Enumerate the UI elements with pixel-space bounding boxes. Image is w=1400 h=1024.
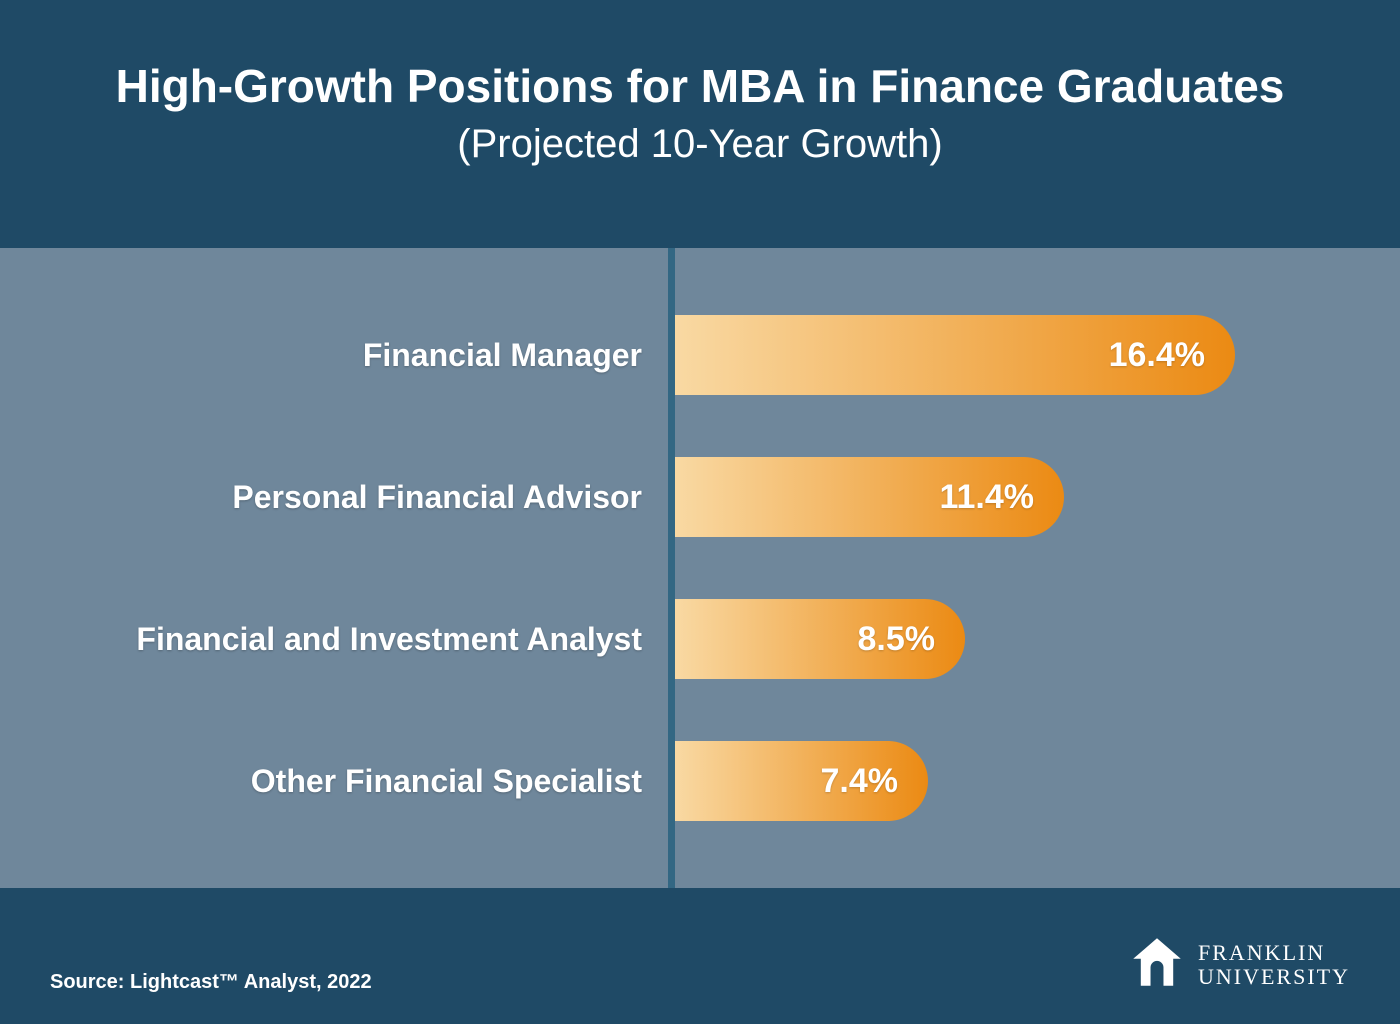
franklin-arch-icon (1130, 935, 1184, 994)
bar-label: Personal Financial Advisor (0, 457, 642, 537)
vertical-divider (668, 248, 675, 888)
footer: Source: Lightcast™ Analyst, 2022 FRANKLI… (0, 888, 1400, 1024)
bar-label: Financial Manager (0, 315, 642, 395)
bar: 16.4% (675, 315, 1235, 395)
bar-value: 7.4% (821, 762, 899, 801)
bar-value: 16.4% (1109, 336, 1205, 375)
page-title: High-Growth Positions for MBA in Finance… (40, 60, 1360, 113)
bar-label-text: Other Financial Specialist (251, 763, 642, 800)
bar: 11.4% (675, 457, 1064, 537)
source-text: Source: Lightcast™ Analyst, 2022 (50, 971, 372, 994)
bar-row: 16.4% (675, 315, 1380, 395)
brand-line1: FRANKLIN (1198, 941, 1350, 964)
bar-row: 7.4% (675, 741, 1380, 821)
bar: 8.5% (675, 599, 965, 679)
bar-row: 11.4% (675, 457, 1380, 537)
bar-value: 11.4% (939, 478, 1034, 517)
chart-area: Financial Manager Personal Financial Adv… (0, 248, 1400, 888)
bar: 7.4% (675, 741, 928, 821)
bar-label: Financial and Investment Analyst (0, 599, 642, 679)
brand-logo: FRANKLIN UNIVERSITY (1130, 935, 1350, 994)
bar-label-text: Personal Financial Advisor (232, 479, 642, 516)
bar-label-text: Financial and Investment Analyst (136, 621, 642, 658)
brand-line2: UNIVERSITY (1198, 965, 1350, 988)
header: High-Growth Positions for MBA in Finance… (0, 0, 1400, 248)
labels-column: Financial Manager Personal Financial Adv… (0, 248, 668, 888)
brand-text: FRANKLIN UNIVERSITY (1198, 941, 1350, 987)
bar-row: 8.5% (675, 599, 1380, 679)
infographic-page: High-Growth Positions for MBA in Finance… (0, 0, 1400, 1024)
bar-label: Other Financial Specialist (0, 741, 642, 821)
bars-column: 16.4% 11.4% 8.5% 7.4% (675, 248, 1400, 888)
bar-value: 8.5% (858, 620, 936, 659)
page-subtitle: (Projected 10-Year Growth) (40, 119, 1360, 169)
bar-label-text: Financial Manager (363, 337, 642, 374)
